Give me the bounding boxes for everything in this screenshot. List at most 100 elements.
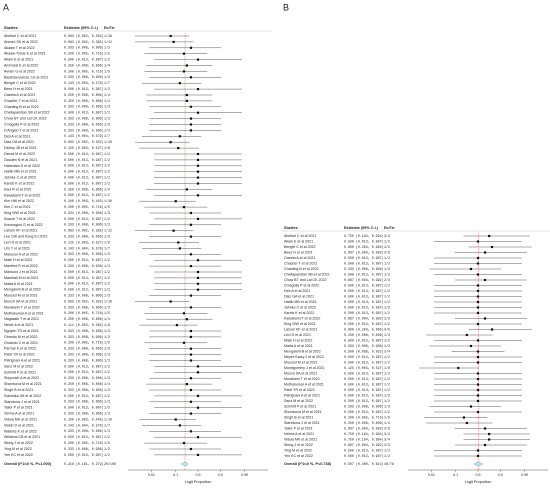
events-label: 1/3 bbox=[104, 128, 110, 132]
point-estimate bbox=[178, 135, 181, 138]
events-label: 1/2 bbox=[384, 454, 390, 458]
events-label: 3/4 bbox=[384, 234, 390, 238]
events-label: 1/10 bbox=[104, 417, 112, 421]
study-name: Vidula MK et al 2021 bbox=[284, 437, 317, 441]
events-label: 1/4 bbox=[384, 421, 390, 425]
estimate-label: 0.250 (0.006, 0.806) bbox=[344, 421, 384, 425]
point-estimate bbox=[469, 344, 473, 348]
events-label: 1/4 bbox=[104, 382, 110, 386]
events-label: 1/7 bbox=[104, 423, 110, 427]
point-estimate bbox=[189, 447, 193, 451]
study-name: Ohmoto M et al 2022 bbox=[4, 335, 38, 339]
events-label: 1/3 bbox=[104, 252, 110, 256]
events-label: 1/4 bbox=[104, 93, 110, 97]
study-name: Viskin D et al 2021 bbox=[4, 423, 34, 427]
estimate-label: 0.500 (0.013, 0.987) bbox=[344, 382, 384, 386]
study-name: Patel YR et al 2021 bbox=[4, 353, 35, 357]
study-name: Bengel C et al 2022 bbox=[4, 81, 36, 85]
events-label: 1/2 bbox=[104, 164, 110, 168]
events-label: 1/4 bbox=[104, 63, 110, 67]
estimate-label: 0.500 (0.013, 0.987) bbox=[64, 193, 104, 197]
point-estimate bbox=[476, 388, 480, 392]
events-label: 1/2 bbox=[104, 217, 110, 221]
point-estimate bbox=[476, 399, 480, 403]
estimate-label: 0.333 (0.008, 0.906) bbox=[64, 376, 104, 380]
study-name: Chanting B et al 2022 bbox=[284, 267, 319, 271]
events-label: 1/2 bbox=[384, 311, 390, 315]
point-estimate bbox=[189, 400, 193, 403]
point-estimate bbox=[185, 64, 188, 67]
study-name: Chacher T et al 2021 bbox=[284, 261, 317, 265]
study-name: Mouzed M et al 2021 bbox=[4, 294, 38, 298]
estimate-label: 0.500 (0.013, 0.987) bbox=[344, 393, 384, 397]
estimate-label: 0.500 (0.068, 0.932) bbox=[344, 349, 384, 353]
study-name: Kaul R et al 2021 bbox=[4, 187, 32, 191]
study-name: Tailor P et al 2021 bbox=[4, 406, 33, 410]
estimate-label: 0.333 (0.008, 0.906) bbox=[64, 358, 104, 362]
study-name: Deb A et al 2021 bbox=[284, 289, 310, 293]
study-name: Cmagolia P et al 2022 bbox=[284, 283, 319, 287]
point-estimate bbox=[476, 273, 480, 276]
events-label: 1/4 bbox=[384, 333, 390, 337]
overall-estimate: 0.507 (0.400, 0.614) bbox=[344, 462, 384, 466]
study-name: Levi D et al 2021 bbox=[284, 333, 311, 337]
events-label: 1/2 bbox=[384, 261, 390, 265]
estimate-label: 0.111 (0.003, 0.482) bbox=[64, 323, 104, 327]
events-label: 1/2 bbox=[104, 288, 110, 292]
point-estimate bbox=[185, 188, 188, 191]
study-name: Bees H et al 2021 bbox=[284, 250, 313, 254]
study-name: Ying M et al 2022 bbox=[4, 447, 32, 451]
point-estimate bbox=[462, 416, 466, 419]
point-estimate bbox=[189, 430, 193, 433]
study-name: Singh B et al 2021 bbox=[4, 388, 33, 392]
events-label: 1/2 bbox=[104, 364, 110, 368]
study-name: Patel YR et al 2021 bbox=[284, 388, 315, 392]
point-estimate bbox=[196, 270, 200, 274]
point-estimate bbox=[177, 241, 180, 244]
estimate-label: 0.500 (0.013, 0.987) bbox=[64, 276, 104, 280]
events-label: 1/5 bbox=[104, 341, 110, 345]
study-name: Larson KF et al 2021 bbox=[4, 229, 37, 233]
point-estimate bbox=[172, 40, 175, 43]
events-label: 1/2 bbox=[104, 175, 110, 179]
events-label: 1/4 bbox=[104, 187, 110, 191]
point-estimate bbox=[169, 34, 172, 38]
events-label: 1/3 bbox=[104, 429, 110, 433]
events-label: 1/2 bbox=[384, 300, 390, 304]
estimate-label: 0.143 (0.004, 0.579) bbox=[64, 134, 104, 138]
point-estimate bbox=[177, 147, 180, 150]
study-name: Chacher T et al 2021 bbox=[4, 99, 37, 103]
estimate-label: 0.500 (0.013, 0.987) bbox=[344, 289, 384, 293]
events-label: 4/5 bbox=[384, 245, 390, 249]
events-label: 1/3 bbox=[104, 400, 110, 404]
estimate-label: 0.500 (0.013, 0.987) bbox=[64, 282, 104, 286]
point-estimate bbox=[488, 234, 491, 238]
column-header: Ev/Trt bbox=[104, 26, 115, 30]
study-name: Yen KC et al 2022 bbox=[4, 453, 33, 457]
study-name: Ondanlu C et al 2021 bbox=[4, 341, 38, 345]
x-tick-label: 0.01 bbox=[428, 473, 435, 477]
study-name: Mate H et al 2022 bbox=[284, 338, 312, 342]
estimate-label: 0.500 (0.013, 0.987) bbox=[64, 370, 104, 374]
events-label: 2/3 bbox=[384, 426, 390, 430]
estimate-label: 0.500 (0.013, 0.987) bbox=[64, 152, 104, 156]
point-estimate bbox=[196, 453, 200, 456]
point-estimate bbox=[476, 449, 480, 452]
estimate-label: 0.500 (0.013, 0.987) bbox=[344, 300, 384, 304]
events-label: 1/8 bbox=[384, 366, 390, 370]
estimate-label: 0.100 (0.003, 0.445) bbox=[64, 199, 104, 203]
study-name: Shumkova M et al 2021 bbox=[284, 410, 322, 414]
events-label: 1/3 bbox=[104, 411, 110, 415]
events-label: 1/2 bbox=[104, 152, 110, 156]
x-tick-label: 0.5 bbox=[196, 473, 201, 477]
events-label: 1/5 bbox=[104, 311, 110, 315]
point-estimate bbox=[196, 111, 200, 114]
estimate-label: 0.333 (0.008, 0.906) bbox=[64, 447, 104, 451]
point-estimate bbox=[196, 170, 200, 173]
point-estimate bbox=[174, 418, 177, 421]
events-label: 2/4 bbox=[384, 349, 390, 353]
estimate-label: 0.500 (0.013, 0.987) bbox=[64, 87, 104, 91]
point-estimate bbox=[483, 427, 487, 430]
estimate-label: 0.333 (0.008, 0.906) bbox=[64, 116, 104, 120]
point-estimate bbox=[182, 52, 186, 55]
